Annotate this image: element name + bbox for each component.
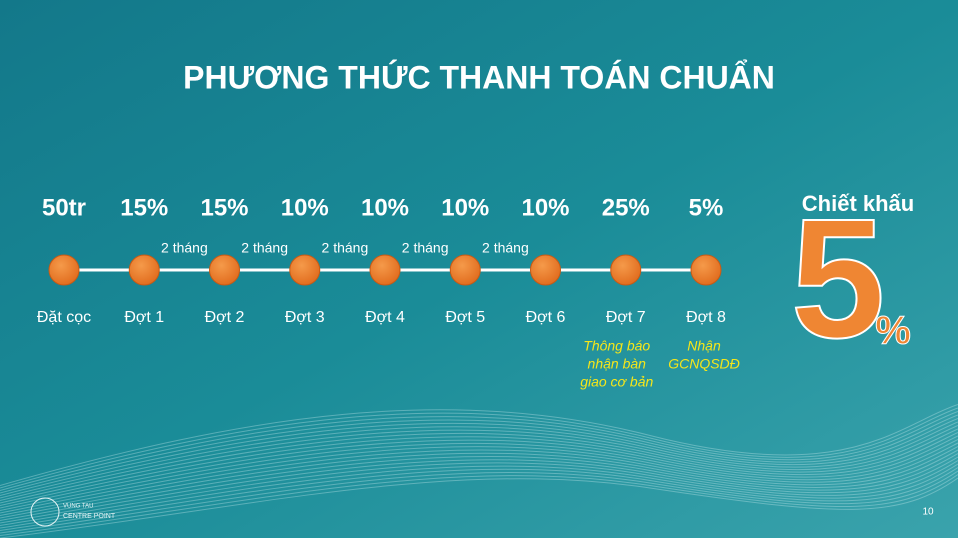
step-note: GCNQSDĐ (668, 356, 740, 372)
step-amount: 10% (521, 194, 569, 221)
interval-label: 2 tháng (482, 240, 529, 256)
wave-line (0, 411, 958, 491)
step-amount: 25% (602, 194, 650, 221)
step-dot (209, 254, 240, 286)
step-note: nhận bàn (588, 356, 647, 372)
wave-line (0, 446, 958, 516)
wave-line (0, 414, 958, 494)
slide-title: PHƯƠNG THỨC THANH TOÁN CHUẨN (183, 59, 775, 95)
step-label: Đặt cọc (37, 309, 91, 326)
step-amount: 10% (361, 194, 409, 221)
step-amount: 10% (441, 194, 489, 221)
step-dot (48, 254, 80, 286)
step-label: Đợt 2 (205, 309, 245, 326)
step-amount: 5% (689, 194, 724, 221)
wave-line (0, 421, 958, 499)
step-label: Đợt 7 (606, 309, 646, 326)
wave-line (0, 418, 958, 496)
step-dot (128, 254, 160, 286)
step-dot (289, 254, 321, 286)
step-dot (690, 254, 722, 286)
logo-line2: CENTRE POINT (63, 513, 116, 520)
logo-mark (30, 497, 60, 527)
step-label: Đợt 8 (686, 309, 726, 326)
interval-label: 2 tháng (241, 240, 288, 256)
step-amount: 50tr (42, 194, 86, 221)
step-amount: 10% (281, 194, 329, 221)
discount-value: 5 (791, 184, 886, 374)
wave-line (0, 439, 958, 511)
wave-line (0, 435, 958, 509)
step-label: Đợt 5 (445, 309, 485, 326)
step-dot (369, 254, 401, 286)
step-amount: 15% (200, 194, 248, 221)
step-dot (449, 254, 481, 286)
step-dot (610, 254, 642, 286)
wave-line (0, 460, 958, 526)
step-label: Đợt 4 (365, 309, 405, 326)
step-label: Đợt 1 (124, 309, 164, 326)
step-label: Đợt 6 (526, 309, 566, 326)
wave-decoration (0, 404, 958, 538)
step-label: Đợt 3 (285, 309, 325, 326)
step-dot (530, 254, 561, 286)
wave-line (0, 449, 958, 519)
wave-line (0, 477, 958, 538)
wave-line (0, 453, 958, 521)
wave-line (0, 428, 958, 504)
page-number: 10 (922, 507, 934, 518)
step-note: Thông báo (583, 338, 650, 354)
wave-line (0, 456, 958, 524)
discount-label: Chiết khấu (802, 191, 914, 216)
wave-line (0, 463, 958, 529)
logo-line1: VUNG TAU (63, 504, 93, 510)
wave-line (0, 442, 958, 514)
discount-unit: % (875, 309, 911, 353)
wave-line (0, 425, 958, 501)
wave-line (0, 467, 958, 531)
interval-label: 2 tháng (161, 240, 208, 256)
wave-line (0, 407, 958, 489)
wave-line (0, 474, 958, 536)
step-note: Nhận (687, 338, 721, 354)
step-note: giao cơ bản (580, 374, 653, 390)
interval-label: 2 tháng (322, 240, 369, 256)
wave-line (0, 432, 958, 506)
wave-line (0, 470, 958, 534)
step-amount: 15% (120, 194, 168, 221)
interval-label: 2 tháng (402, 240, 449, 256)
wave-line (0, 404, 958, 486)
